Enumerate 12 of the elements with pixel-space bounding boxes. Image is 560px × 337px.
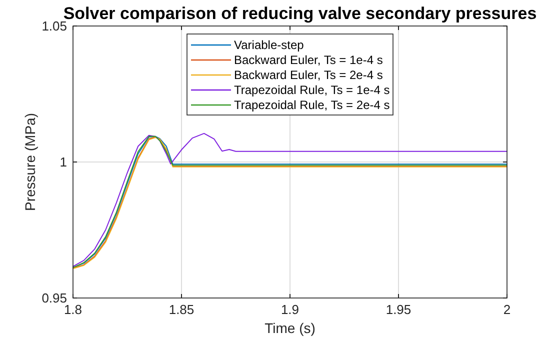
legend-label: Backward Euler, Ts = 1e-4 s — [234, 53, 383, 67]
legend-label: Trapezoidal Rule, Ts = 1e-4 s — [234, 83, 390, 97]
y-axis-title: Pressure (MPa) — [22, 112, 38, 212]
legend-label: Trapezoidal Rule, Ts = 2e-4 s — [234, 98, 390, 112]
x-axis-title: Time (s) — [264, 320, 316, 336]
legend-label: Variable-step — [234, 38, 304, 52]
legend-label: Backward Euler, Ts = 2e-4 s — [234, 68, 383, 82]
x-tick-label: 1.9 — [280, 302, 300, 317]
x-tick-label: 1.95 — [386, 302, 412, 317]
x-tick-label: 1.85 — [168, 302, 194, 317]
x-tick-label: 2 — [503, 302, 511, 317]
y-tick-label: 1 — [60, 154, 67, 170]
